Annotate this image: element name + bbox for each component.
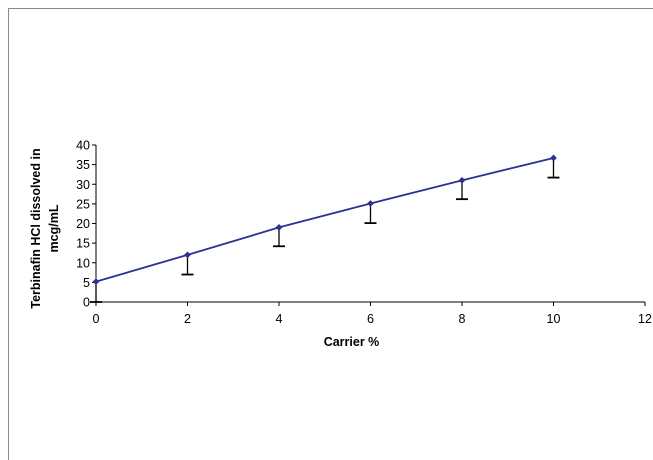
y-tick-label: 35 <box>76 158 90 172</box>
data-point <box>275 224 283 231</box>
x-tick-label: 8 <box>459 312 466 326</box>
y-tick-label: 10 <box>76 256 90 270</box>
data-point <box>184 251 191 259</box>
y-tick-label: 30 <box>76 178 90 192</box>
y-tick-label: 15 <box>76 237 90 251</box>
error-bars <box>90 157 560 303</box>
y-tick-labels: 0 5 10 15 20 25 30 35 40 <box>76 139 90 310</box>
y-axis-title-line-2: mcg/mL <box>47 204 61 252</box>
data-point <box>367 200 374 207</box>
data-point <box>550 154 557 162</box>
y-tick-label: 25 <box>76 197 90 211</box>
data-point <box>458 176 466 184</box>
series-line <box>95 157 554 283</box>
y-axis-title-line-1: Terbinafin HCl dissolved in <box>29 148 43 308</box>
x-tick-label: 0 <box>93 312 100 326</box>
y-tick-label: 5 <box>83 276 90 290</box>
y-tick-label: 0 <box>83 296 90 310</box>
x-tick-label: 2 <box>184 312 191 326</box>
axes <box>92 144 646 306</box>
x-tick-label: 6 <box>367 312 374 326</box>
chart-frame <box>8 8 653 460</box>
series-group <box>92 154 557 285</box>
x-tick-label: 10 <box>547 312 561 326</box>
y-tick-label: 20 <box>76 217 90 231</box>
y-tick-label: 40 <box>76 139 90 153</box>
data-point <box>92 278 100 285</box>
x-axis-title: Carrier % <box>324 335 380 349</box>
x-tick-label: 4 <box>276 312 283 326</box>
x-tick-labels: 0 2 4 6 8 10 12 <box>93 312 652 326</box>
x-tick-label: 12 <box>638 312 652 326</box>
